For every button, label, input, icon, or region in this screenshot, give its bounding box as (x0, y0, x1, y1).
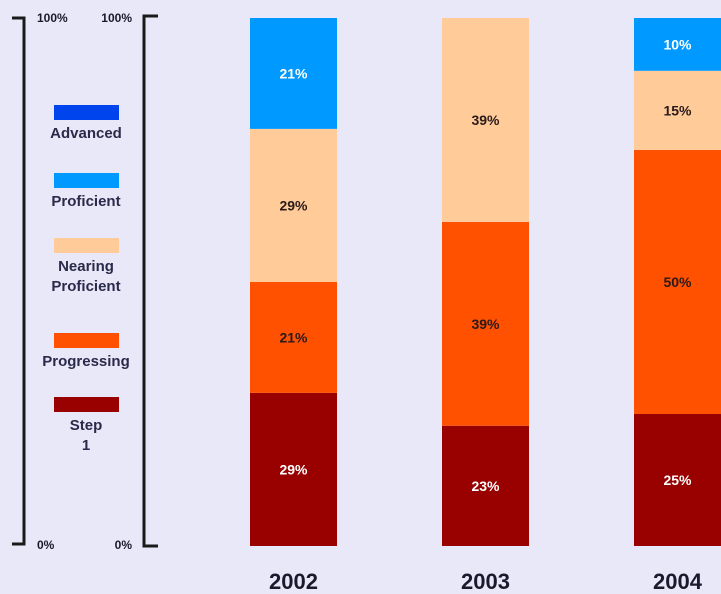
bar-segment-2003-progressing (442, 221, 529, 426)
legend-label-nearing-proficient-line-1: Nearing (58, 258, 114, 275)
axis-2-top-label: 100% (101, 11, 132, 25)
legend-swatch-progressing (54, 333, 119, 348)
category-label-2002: 2002 (269, 569, 318, 594)
data-label-2002-nearing-proficient: 29% (279, 197, 308, 213)
legend-item-progressing: Progressing (42, 333, 130, 370)
data-label-2003-step-1: 23% (471, 478, 500, 494)
legend-item-nearing-proficient: Nearing Proficient (51, 238, 121, 295)
data-label-2004-step-1: 25% (663, 472, 692, 488)
bar-segment-2004-step-1 (634, 414, 721, 546)
left-bracket-axis (12, 16, 26, 546)
legend-swatch-proficient (54, 173, 119, 188)
bar-segment-2004-proficient (634, 18, 721, 71)
bar-group-2002: 29% 21% 29% 21% (250, 18, 337, 546)
bar-segment-2002-progressing (250, 282, 337, 393)
bar-segment-2002-step-1 (250, 392, 337, 546)
axis-1-top-label: 100% (37, 11, 68, 25)
bar-segment-2004-progressing (634, 150, 721, 414)
axis-2-bottom-label: 0% (115, 538, 133, 552)
legend-label-step-1-line-2: 1 (82, 437, 90, 454)
right-bracket-axis (142, 14, 158, 548)
bar-group-2004: 25% 50% 15% 10% (634, 18, 721, 546)
legend-label-progressing: Progressing (42, 353, 130, 370)
legend-label-step-1-line-1: Step (70, 417, 103, 434)
category-label-2003: 2003 (461, 569, 510, 594)
category-label-2004: 2004 (653, 569, 703, 594)
bar-segment-2002-nearing-proficient (250, 128, 337, 282)
legend-item-proficient: Proficient (51, 173, 121, 210)
data-label-2002-progressing: 21% (279, 329, 308, 345)
data-label-2004-progressing: 50% (663, 274, 692, 290)
data-label-2002-step-1: 29% (279, 461, 308, 477)
category-labels: 2002 2003 2004 (269, 569, 703, 594)
data-label-2004-proficient: 10% (663, 36, 692, 52)
data-label-2004-nearing-proficient: 15% (663, 102, 692, 118)
data-label-2002-proficient: 21% (279, 65, 308, 81)
axes: 100% 0% 100% 0% (12, 11, 158, 552)
legend-swatch-nearing-proficient (54, 238, 119, 253)
legend: Advanced Proficient Nearing Proficient Progr… (42, 105, 130, 454)
data-label-2003-nearing-proficient: 39% (471, 112, 500, 128)
bar-segment-2003-step-1 (442, 425, 529, 546)
data-label-2003-progressing: 39% (471, 316, 500, 332)
bar-segment-2004-nearing-proficient (634, 70, 721, 150)
legend-swatch-advanced (54, 105, 119, 120)
legend-swatch-step-1 (54, 397, 119, 412)
legend-label-proficient: Proficient (51, 193, 120, 210)
axis-1-bottom-label: 0% (37, 538, 55, 552)
bars: 29% 21% 29% 21% 23% 39% 39% 25% 50% 15% 10% (250, 18, 721, 546)
legend-label-advanced: Advanced (50, 125, 122, 142)
bar-group-2003: 23% 39% 39% (442, 18, 529, 546)
bar-segment-2002-proficient (250, 18, 337, 129)
legend-label-nearing-proficient-line-2: Proficient (51, 278, 120, 295)
legend-item-step-1: Step 1 (54, 397, 119, 454)
bar-segment-2003-nearing-proficient (442, 18, 529, 222)
legend-item-advanced: Advanced (50, 105, 122, 142)
